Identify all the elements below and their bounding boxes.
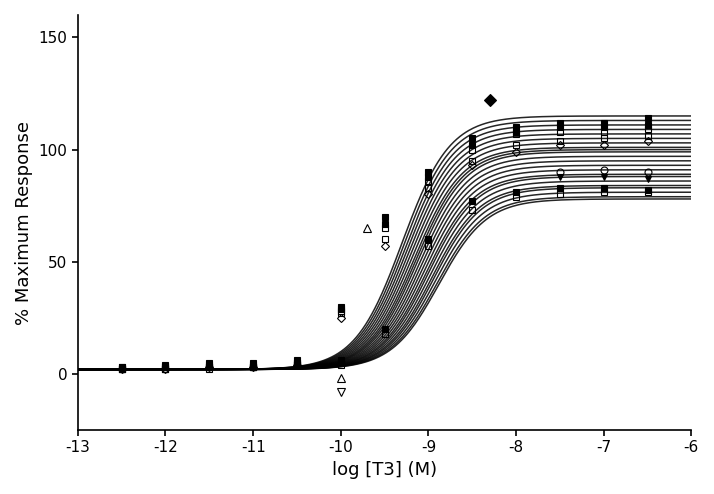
X-axis label: log [T3] (M): log [T3] (M)	[332, 461, 437, 479]
Y-axis label: % Maximum Response: % Maximum Response	[15, 121, 33, 325]
